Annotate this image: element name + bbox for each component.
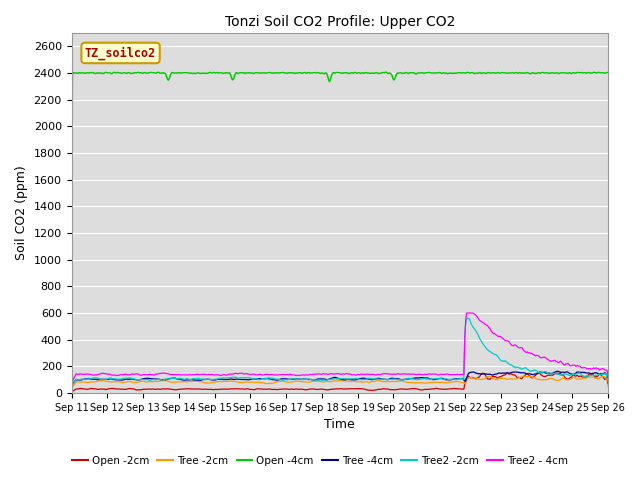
Text: TZ_soilco2: TZ_soilco2 [85, 46, 156, 60]
Y-axis label: Soil CO2 (ppm): Soil CO2 (ppm) [15, 166, 28, 261]
X-axis label: Time: Time [324, 419, 355, 432]
Legend: Open -2cm, Tree -2cm, Open -4cm, Tree -4cm, Tree2 -2cm, Tree2 - 4cm: Open -2cm, Tree -2cm, Open -4cm, Tree -4… [68, 452, 572, 470]
Title: Tonzi Soil CO2 Profile: Upper CO2: Tonzi Soil CO2 Profile: Upper CO2 [225, 15, 455, 29]
